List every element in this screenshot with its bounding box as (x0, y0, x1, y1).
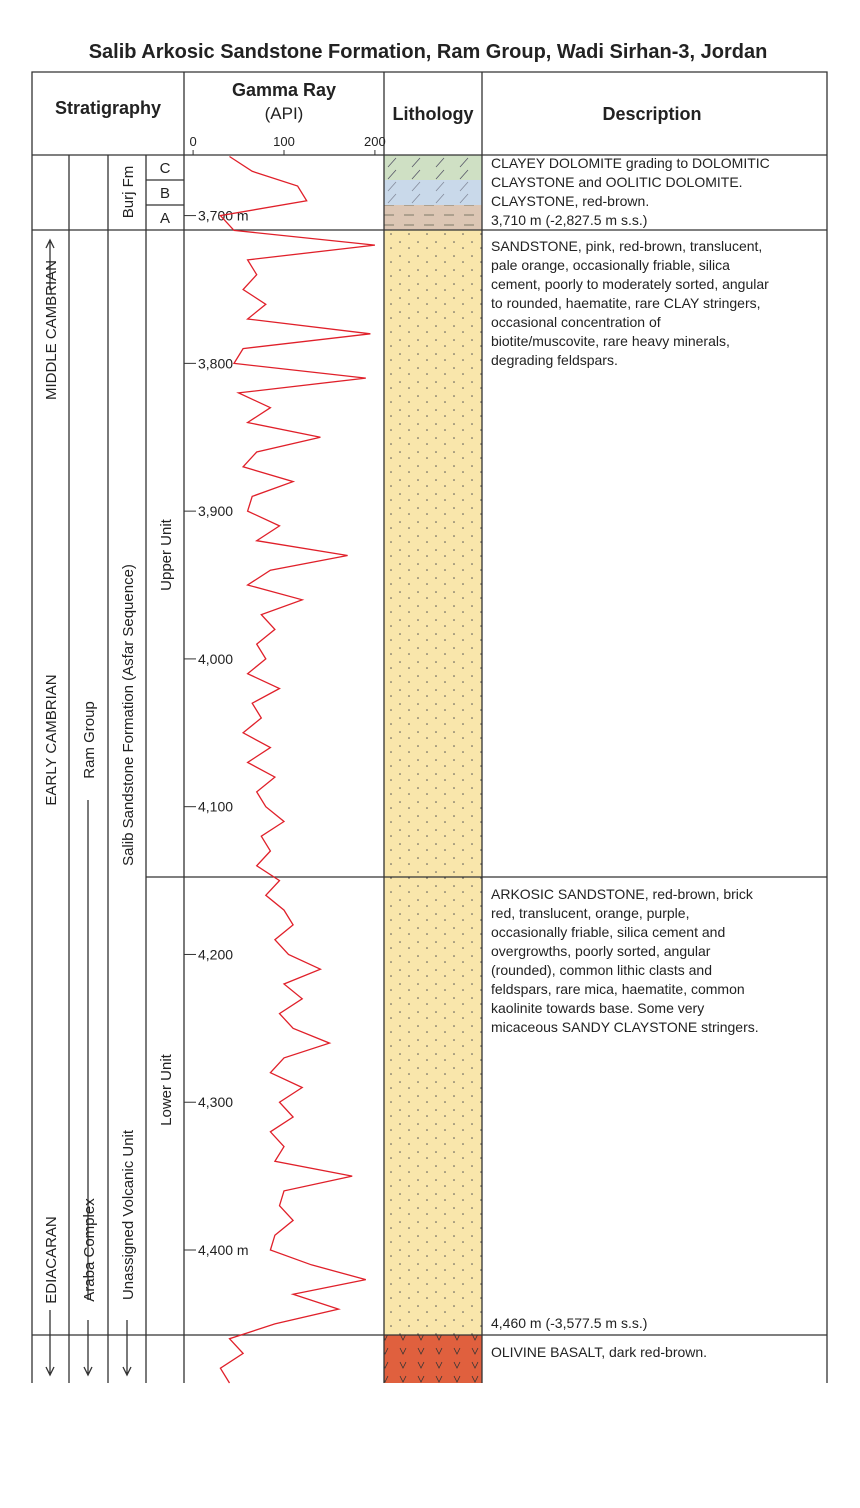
gamma-ray-curve (219, 155, 375, 1384)
formation-label: Unassigned Volcanic Unit (120, 1129, 137, 1300)
descriptions: CLAYEY DOLOMITE grading to DOLOMITIC CLAY… (491, 155, 770, 1360)
formation-label: Salib Sandstone Formation (Asfar Sequenc… (120, 564, 137, 866)
description-line: micaceous SANDY CLAYSTONE stringers. (491, 1019, 759, 1035)
unit-label: Upper Unit (158, 518, 175, 591)
description-line: CLAYSTONE and OOLITIC DOLOMITE. (491, 174, 743, 190)
api-tick-label: 100 (273, 134, 295, 149)
lithology-column (384, 155, 482, 1383)
description-line: degrading feldspars. (491, 352, 618, 368)
description-line: SANDSTONE, pink, red-brown, translucent, (491, 238, 762, 254)
description-line: (rounded), common lithic clasts and (491, 962, 712, 978)
description-line: CLAYEY DOLOMITE grading to DOLOMITIC (491, 155, 770, 171)
description-line: occasional concentration of (491, 314, 661, 330)
description-line: ARKOSIC SANDSTONE, red-brown, brick (491, 886, 754, 902)
member-label: B (160, 185, 170, 202)
depth-tick-label: 3,800 (198, 355, 233, 371)
api-tick-label: 200 (364, 134, 386, 149)
depth-tick-label: 4,300 (198, 1094, 233, 1110)
title: Salib Arkosic Sandstone Formation, Ram G… (89, 41, 768, 63)
api-tick-label: 0 (189, 134, 196, 149)
member-label: A (160, 210, 170, 227)
unit-label: Lower Unit (158, 1053, 175, 1126)
description-line: 4,460 m (-3,577.5 m s.s.) (491, 1315, 647, 1331)
description-line: OLIVINE BASALT, dark red-brown. (491, 1344, 707, 1360)
depth-tick-label: 4,400 m (198, 1242, 249, 1258)
description-line: red, translucent, orange, purple, (491, 905, 689, 921)
header-stratigraphy: Stratigraphy (55, 98, 161, 118)
depth-tick-label: 4,000 (198, 651, 233, 667)
member-label: C (160, 160, 171, 177)
group-label: Ram Group (81, 701, 98, 779)
description-line: feldspars, rare mica, haematite, common (491, 981, 745, 997)
description-line: cement, poorly to moderately sorted, ang… (491, 276, 769, 292)
description-line: 3,710 m (-2,827.5 m s.s.) (491, 212, 647, 228)
description-line: to rounded, haematite, rare CLAY stringe… (491, 295, 761, 311)
header-gamma: Gamma Ray (232, 80, 336, 100)
header-gamma-unit: (API) (265, 104, 304, 123)
description-line: CLAYSTONE, red-brown. (491, 193, 649, 209)
formation-label: Burj Fm (120, 166, 137, 219)
era-label: EARLY CAMBRIAN (43, 674, 60, 805)
depth-tick-label: 3,900 (198, 503, 233, 519)
description-line: overgrowths, poorly sorted, angular (491, 943, 711, 959)
era-label: EDIACARAN (43, 1216, 60, 1304)
era-label: MIDDLE CAMBRIAN (43, 260, 60, 400)
description-line: biotite/muscovite, rare heavy minerals, (491, 333, 730, 349)
description-line: kaolinite towards base. Some very (491, 1000, 704, 1016)
header-lithology: Lithology (393, 104, 474, 124)
description-line: pale orange, occasionally friable, silic… (491, 257, 730, 273)
group-label: Araba Complex (81, 1198, 98, 1302)
header-description: Description (602, 104, 701, 124)
description-line: occasionally friable, silica cement and (491, 924, 725, 940)
depth-tick-label: 4,100 (198, 799, 233, 815)
table-lines (31, 71, 828, 1383)
depth-tick-label: 4,200 (198, 946, 233, 962)
